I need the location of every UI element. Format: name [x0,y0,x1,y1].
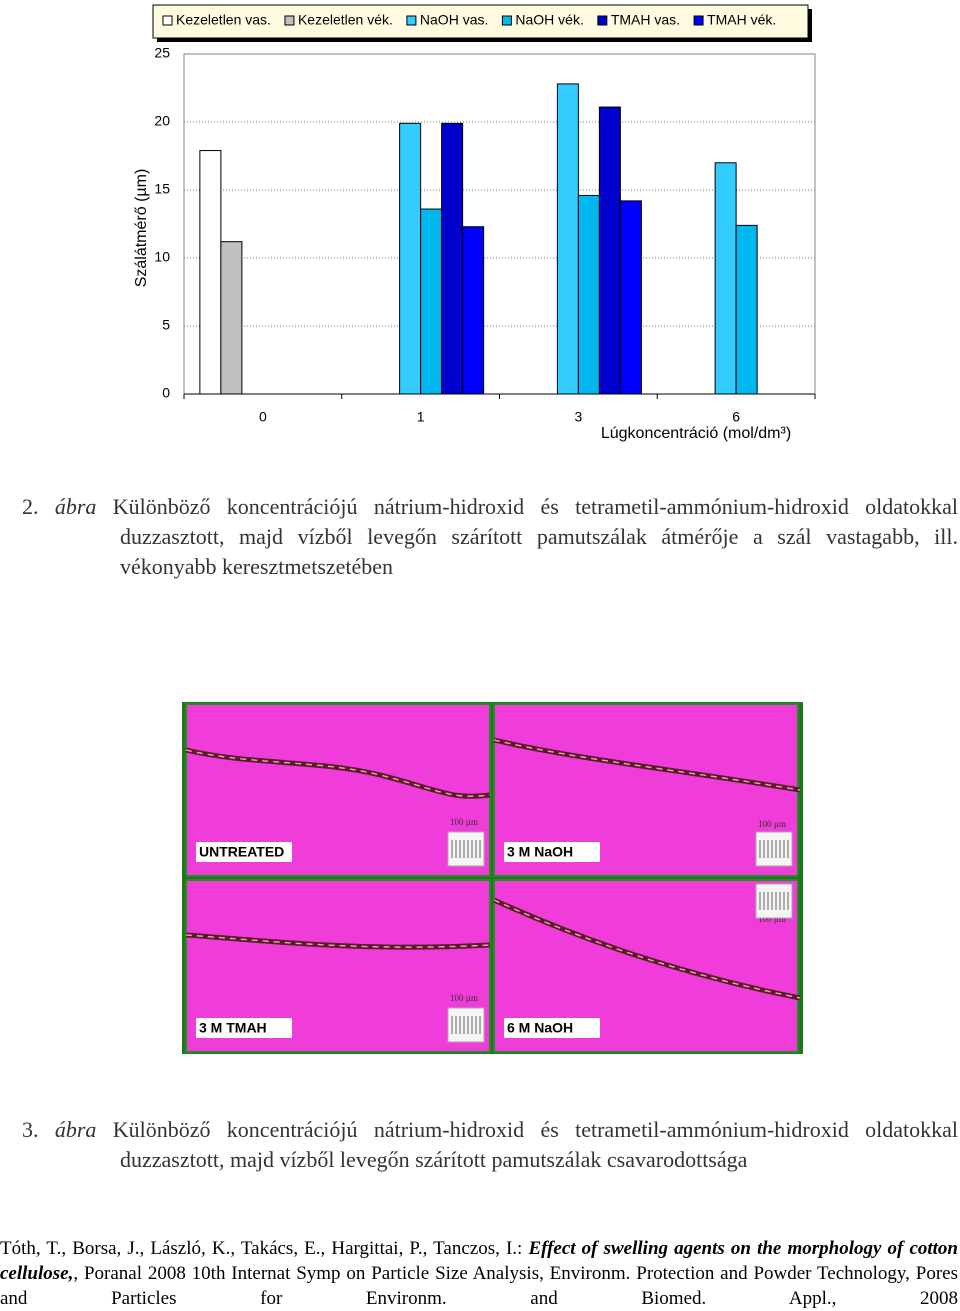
scale-label: 100 µm [758,819,786,829]
x-tick-label: 6 [732,409,740,425]
legend-label: Kezeletlen vék. [298,12,393,28]
fiber-highlight [185,934,491,948]
caption-number: 3. [22,1117,39,1142]
y-tick-label: 5 [162,317,170,333]
y-tick-label: 10 [154,249,170,265]
legend-label: NaOH vék. [515,12,583,28]
scale-label: 100 µm [450,993,478,1003]
ref-title: Effect of swelling agents on the morphol… [0,1238,958,1284]
caption-word: ábra [54,494,97,519]
panel-label: 6 M NaOH [507,1020,573,1036]
y-tick-label: 20 [154,113,170,129]
bar [556,83,579,395]
micrographs: UNTREATED 100 µm 3 M NaOH 100 µm 3 M TMAH 100… [182,702,803,1054]
caption-text: Különböző koncentrációjú nátrium-hidroxi… [112,1117,959,1172]
legend-label: Kezeletlen vas. [176,12,271,28]
panel-label: 3 M NaOH [507,844,573,860]
scale-label: 100 µm [758,914,786,924]
label-box [504,842,600,862]
ref-authors: Tóth, T., Borsa, J., László, K., Takács,… [0,1238,523,1259]
scale-bar [447,1007,485,1043]
legend-label: TMAH vék. [707,12,776,28]
x-tick-label: 3 [574,409,582,425]
label-box [504,1018,600,1038]
panel-label: 3 M TMAH [199,1020,267,1036]
legend-swatch [501,15,512,26]
y-axis-title: Szálátmérő (µm) [133,169,150,288]
y-tick-label: 0 [162,385,170,401]
bar [462,226,485,395]
fiber-highlight [493,899,801,999]
legend-label: NaOH vas. [420,12,488,28]
caption-text: Különböző koncentrációjú nátrium-hidroxi… [112,494,959,579]
bar [577,194,600,395]
legend-swatch [693,15,704,26]
ref-source: , Poranal 2008 10th Internat Symp on Par… [0,1263,958,1309]
caption-word: ábra [54,1117,97,1142]
legend-label: TMAH vas. [611,12,680,28]
label-box [196,1018,292,1038]
legend-swatch [284,15,295,26]
bar [441,122,464,395]
legend-swatch [162,15,173,26]
x-axis-title: Lúgkoncentráció (mol/dm³) [601,425,791,442]
fiber-highlight [493,739,801,791]
scale-bar [755,831,793,867]
scale-bar [447,831,485,867]
bar [619,200,642,395]
legend-swatch [597,15,608,26]
bar [598,106,621,395]
figure-2-caption: 2. ábra Különböző koncentrációjú nátrium… [0,492,958,582]
scale-bar [755,883,793,919]
bar [714,162,737,395]
y-tick-label: 25 [154,45,170,61]
bar [420,208,443,395]
y-tick-label: 15 [154,181,170,197]
label-box [196,842,292,862]
bar [735,224,758,395]
figure-3-caption: 3. ábra Különböző koncentrációjú nátrium… [0,1115,958,1175]
photo-panel [493,703,799,877]
x-tick-label: 1 [417,409,425,425]
bar [399,122,422,395]
chart: Szálátmérő (µm) Lúgkoncentráció (mol/dm³… [133,4,816,442]
bar [199,150,222,395]
scale-label: 100 µm [450,817,478,827]
x-tick-label: 0 [259,409,267,425]
panel-label: UNTREATED [199,844,284,860]
bar [220,241,243,395]
reference: Tóth, T., Borsa, J., László, K., Takács,… [0,1236,958,1311]
caption-number: 2. [22,494,39,519]
legend-swatch [406,15,417,26]
fiber [185,747,491,799]
